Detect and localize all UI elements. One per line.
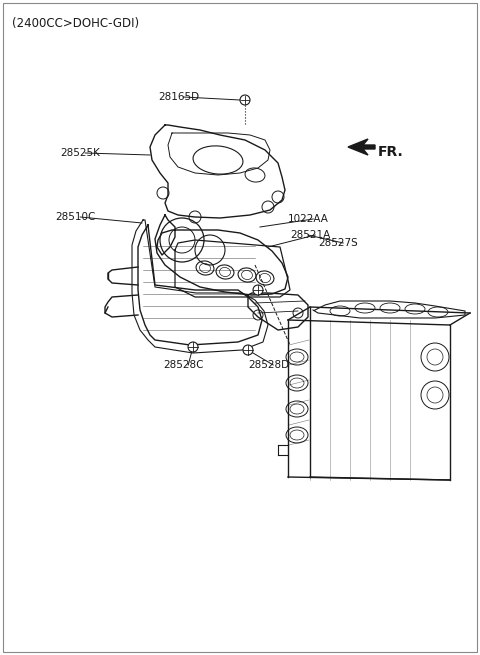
Text: 28521A: 28521A [290,230,330,240]
Text: 28528D: 28528D [248,360,289,370]
Text: 28510C: 28510C [55,212,96,222]
Polygon shape [348,139,375,155]
Text: FR.: FR. [378,145,404,159]
Circle shape [243,345,253,355]
Circle shape [253,285,263,295]
Circle shape [240,95,250,105]
Text: 1022AA: 1022AA [288,214,329,224]
Text: 28528C: 28528C [163,360,204,370]
Text: (2400CC>DOHC-GDI): (2400CC>DOHC-GDI) [12,17,139,30]
Text: 28527S: 28527S [318,238,358,248]
Circle shape [188,342,198,352]
Text: 28525K: 28525K [60,148,100,158]
Text: 28165D: 28165D [158,92,199,102]
